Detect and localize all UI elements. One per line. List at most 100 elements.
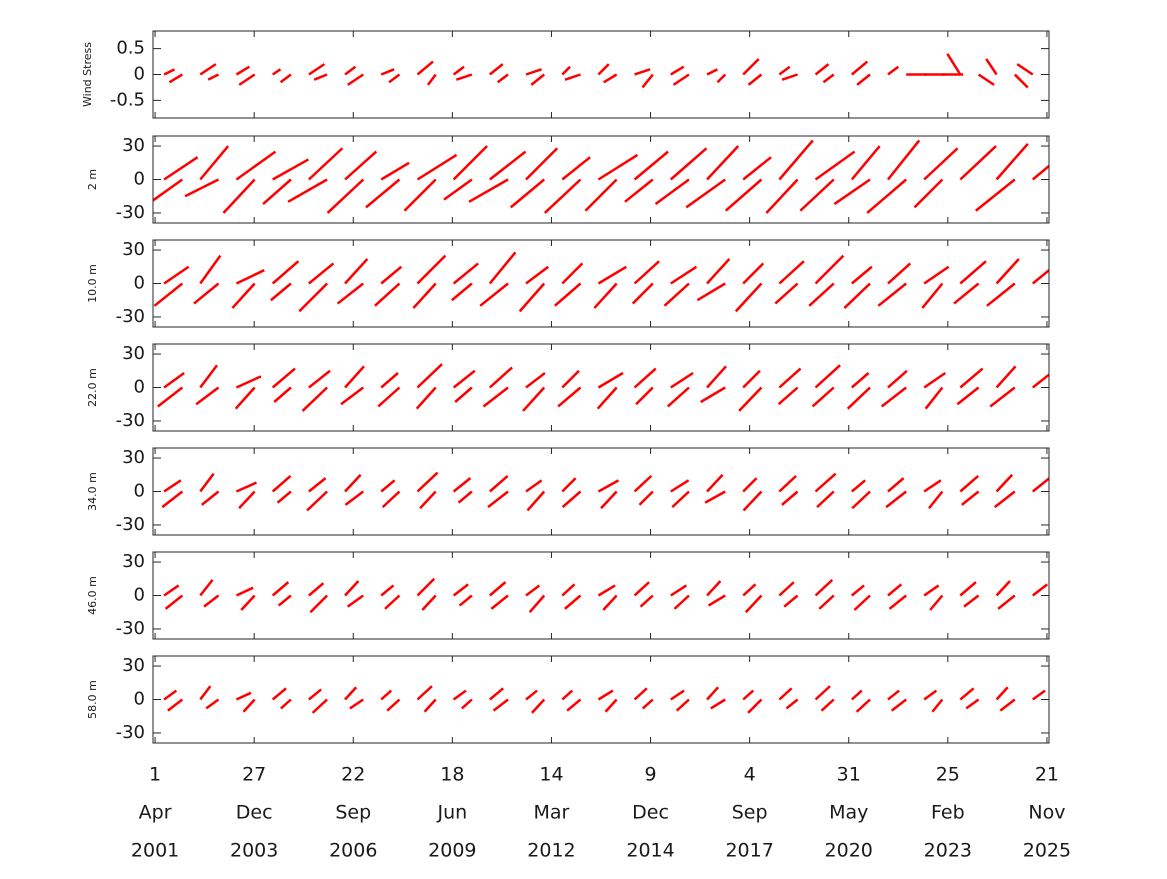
y-axis-label: 2 m	[86, 169, 99, 190]
stick	[277, 594, 292, 607]
stick	[641, 73, 654, 89]
stick	[638, 490, 654, 506]
stick	[724, 178, 763, 212]
stick	[423, 698, 437, 713]
stick	[716, 73, 727, 84]
stick	[522, 386, 546, 412]
stick	[961, 490, 980, 506]
y-axis-label: 10.0 m	[86, 264, 99, 303]
stick	[814, 472, 837, 493]
stick	[276, 490, 292, 504]
x-tick-label: 25	[936, 764, 960, 786]
stick	[564, 73, 581, 81]
stick	[593, 282, 618, 309]
stick	[416, 153, 458, 181]
stick	[704, 490, 726, 504]
stick	[340, 386, 365, 406]
stick	[528, 594, 546, 614]
stick	[561, 369, 580, 389]
stick	[603, 73, 618, 84]
stick	[199, 579, 214, 597]
stick	[923, 584, 940, 597]
stick	[931, 698, 944, 713]
stick	[778, 260, 805, 285]
stick	[270, 282, 292, 302]
y-tick-label: 30	[122, 343, 145, 364]
stick	[163, 689, 178, 701]
stick	[421, 594, 437, 611]
stick	[271, 260, 300, 285]
stick	[639, 594, 654, 608]
stick	[850, 689, 863, 701]
stick	[706, 365, 727, 389]
stick	[744, 594, 763, 614]
stick	[279, 73, 292, 84]
sticks	[163, 53, 1034, 89]
stick	[416, 60, 434, 76]
stick	[344, 686, 358, 701]
stick	[308, 369, 331, 389]
stick	[923, 147, 959, 181]
stick	[489, 687, 505, 701]
x-tick-label: Dec	[236, 802, 273, 824]
stick	[1031, 268, 1049, 285]
stick	[959, 367, 984, 389]
x-tick-label: Jun	[437, 802, 468, 824]
stick	[670, 584, 688, 597]
stick	[765, 178, 799, 214]
stick	[820, 698, 835, 712]
y-tick-label: 0	[134, 64, 145, 85]
y-axis-label: 58.0 m	[86, 680, 99, 719]
stick	[597, 584, 616, 597]
stick	[1013, 73, 1029, 89]
stick	[1016, 63, 1034, 76]
panel-frame	[152, 135, 1050, 224]
stick	[308, 147, 344, 181]
stick	[454, 386, 473, 403]
x-tick-label: 21	[1035, 764, 1059, 786]
stick	[525, 584, 541, 597]
stick	[525, 147, 559, 181]
stick	[597, 265, 627, 285]
x-tick-label: Sep	[335, 802, 371, 824]
stick	[487, 490, 509, 509]
stick	[989, 386, 1016, 408]
stick	[855, 698, 871, 713]
stick	[443, 178, 473, 201]
x-tick-label: 22	[341, 764, 365, 786]
stick	[419, 490, 437, 510]
stick	[271, 581, 290, 597]
stick	[163, 371, 185, 389]
stick	[633, 367, 657, 389]
sticks	[163, 577, 1049, 614]
stick	[377, 386, 401, 408]
stick	[877, 282, 907, 307]
stick	[814, 364, 841, 389]
stick	[416, 685, 433, 701]
stick	[953, 282, 980, 305]
y-axis-label: 22.0 m	[86, 368, 99, 407]
stick	[959, 260, 987, 285]
stick	[946, 53, 962, 76]
stick	[153, 282, 184, 307]
stick	[525, 68, 542, 76]
stick	[452, 145, 488, 181]
y-tick-label: 30	[122, 135, 145, 156]
stick	[924, 386, 944, 410]
stick	[887, 65, 900, 76]
stick	[624, 178, 654, 203]
stick	[956, 386, 980, 406]
sticks	[163, 685, 1046, 714]
stick	[742, 369, 761, 389]
stick	[561, 262, 584, 285]
stick	[386, 698, 401, 712]
stick	[963, 594, 980, 608]
stick	[271, 474, 292, 493]
stick	[235, 481, 258, 493]
stick	[235, 375, 262, 389]
x-tick-label: 2003	[230, 840, 278, 862]
x-tick-label: 1	[149, 764, 161, 786]
stick	[890, 698, 907, 712]
stick	[451, 282, 473, 302]
stick	[306, 490, 328, 512]
